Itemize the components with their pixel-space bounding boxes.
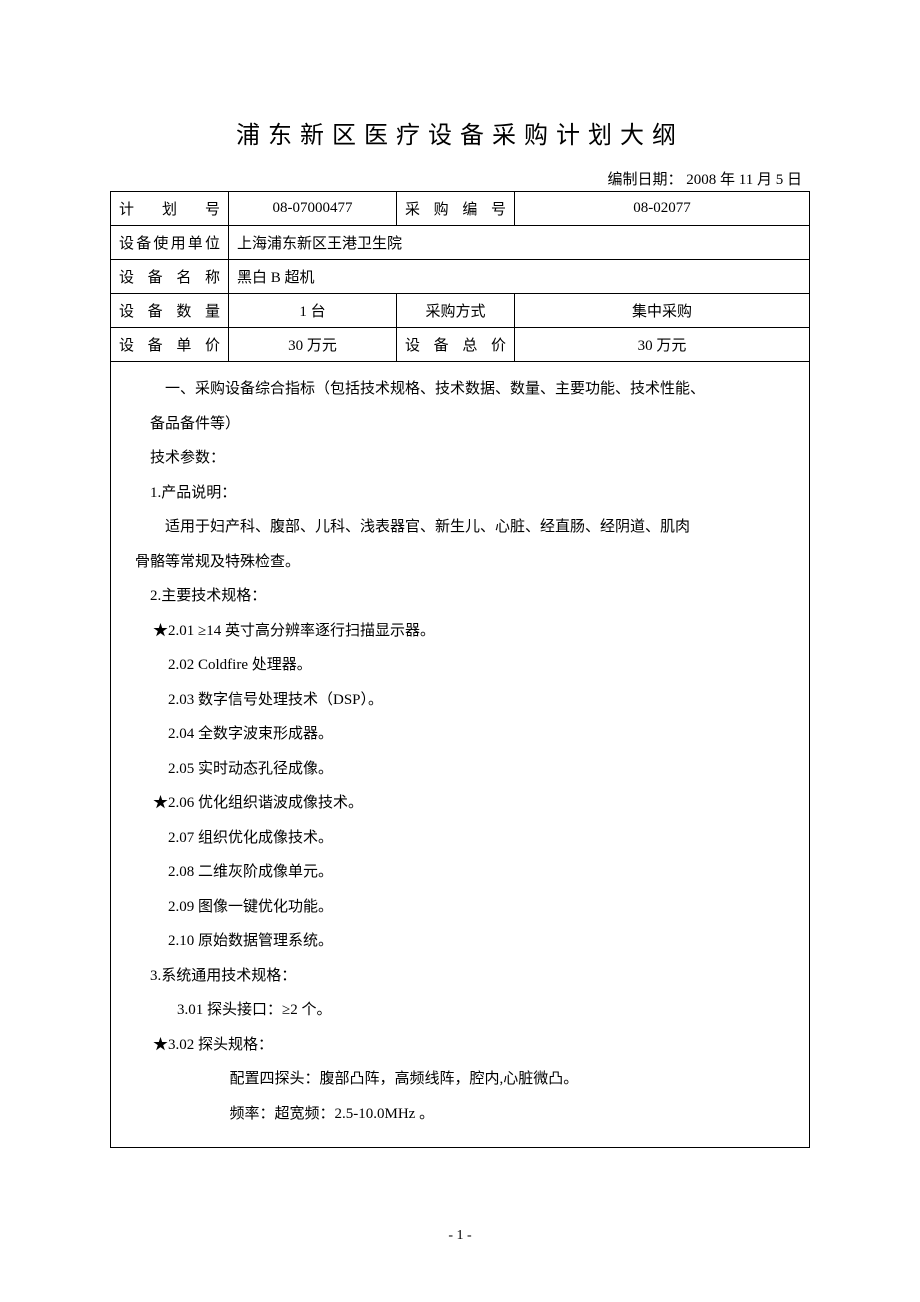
spec-2-09: 2.09 图像一键优化功能。 (135, 890, 785, 925)
section-1-heading-cont: 备品备件等） (135, 407, 785, 442)
spec-2-10: 2.10 原始数据管理系统。 (135, 924, 785, 959)
equip-qty-label: 设 备 数 量 (111, 294, 229, 328)
sys-spec-heading: 3.系统通用技术规格： (135, 959, 785, 994)
info-table: 计 划 号 08-07000477 采 购 编 号 08-02077 设备使用单… (110, 191, 810, 1148)
purchase-method-value: 集中采购 (515, 294, 810, 328)
spec-2-04: 2.04 全数字波束形成器。 (135, 717, 785, 752)
spec-2-03: 2.03 数字信号处理技术（DSP）。 (135, 683, 785, 718)
document-title: 浦东新区医疗设备采购计划大纲 (110, 115, 810, 150)
spec-3-02-b: 频率：超宽频：2.5-10.0MHz 。 (135, 1097, 785, 1132)
purchase-method-label: 采购方式 (397, 294, 515, 328)
section-1-heading: 一、采购设备综合指标（包括技术规格、技术数据、数量、主要功能、技术性能、 (135, 372, 785, 407)
body-row: 一、采购设备综合指标（包括技术规格、技术数据、数量、主要功能、技术性能、 备品备… (111, 362, 810, 1148)
date-value: 2008 年 11 月 5 日 (683, 172, 802, 188)
spec-3-01: 3.01 探头接口：≥2 个。 (135, 993, 785, 1028)
spec-2-08: 2.08 二维灰阶成像单元。 (135, 855, 785, 890)
table-row: 设 备 名 称 黑白 B 超机 (111, 260, 810, 294)
product-desc-heading: 1.产品说明： (135, 476, 785, 511)
spec-2-07: 2.07 组织优化成像技术。 (135, 821, 785, 856)
spec-2-02: 2.02 Coldfire 处理器。 (135, 648, 785, 683)
product-desc-text-cont: 骨骼等常规及特殊检查。 (111, 545, 785, 580)
document-body: 一、采购设备综合指标（包括技术规格、技术数据、数量、主要功能、技术性能、 备品备… (111, 362, 809, 1147)
main-spec-heading: 2.主要技术规格： (135, 579, 785, 614)
compile-date: 编制日期： 2008 年 11 月 5 日 (110, 168, 810, 189)
purchase-no-label: 采 购 编 号 (397, 192, 515, 226)
user-unit-value: 上海浦东新区王港卫生院 (229, 226, 810, 260)
equip-name-label: 设 备 名 称 (111, 260, 229, 294)
user-unit-label: 设备使用单位 (111, 226, 229, 260)
page-number: - 1 - (0, 1228, 920, 1244)
unit-price-label: 设 备 单 价 (111, 328, 229, 362)
spec-3-02: ★3.02 探头规格： (135, 1028, 785, 1063)
table-row: 设 备 数 量 1 台 采购方式 集中采购 (111, 294, 810, 328)
plan-no-value: 08-07000477 (229, 192, 397, 226)
spec-3-02-a: 配置四探头：腹部凸阵，高频线阵，腔内,心脏微凸。 (135, 1062, 785, 1097)
total-price-label: 设 备 总 价 (397, 328, 515, 362)
table-row: 设 备 单 价 30 万元 设 备 总 价 30 万元 (111, 328, 810, 362)
table-row: 设备使用单位 上海浦东新区王港卫生院 (111, 226, 810, 260)
purchase-no-value: 08-02077 (515, 192, 810, 226)
table-row: 计 划 号 08-07000477 采 购 编 号 08-02077 (111, 192, 810, 226)
product-desc-text: 适用于妇产科、腹部、儿科、浅表器官、新生儿、心脏、经直肠、经阴道、肌肉 (135, 510, 785, 545)
date-label: 编制日期： (608, 172, 683, 188)
spec-2-06: ★2.06 优化组织谐波成像技术。 (135, 786, 785, 821)
plan-no-label: 计 划 号 (111, 192, 229, 226)
equip-name-value: 黑白 B 超机 (229, 260, 810, 294)
spec-2-01: ★2.01 ≥14 英寸高分辨率逐行扫描显示器。 (135, 614, 785, 649)
spec-2-05: 2.05 实时动态孔径成像。 (135, 752, 785, 787)
equip-qty-value: 1 台 (229, 294, 397, 328)
unit-price-value: 30 万元 (229, 328, 397, 362)
tech-params-label: 技术参数： (135, 441, 785, 476)
total-price-value: 30 万元 (515, 328, 810, 362)
